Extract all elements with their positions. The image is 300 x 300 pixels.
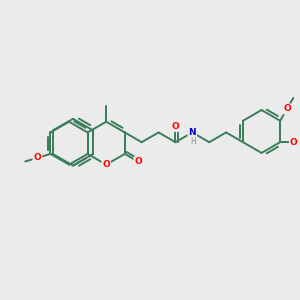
Text: O: O [283, 104, 291, 113]
Text: O: O [102, 160, 110, 169]
Text: O: O [172, 122, 179, 131]
Text: O: O [134, 157, 142, 166]
Text: O: O [290, 138, 298, 147]
Text: H: H [190, 137, 196, 146]
Text: O: O [34, 153, 41, 162]
Text: N: N [188, 128, 196, 137]
